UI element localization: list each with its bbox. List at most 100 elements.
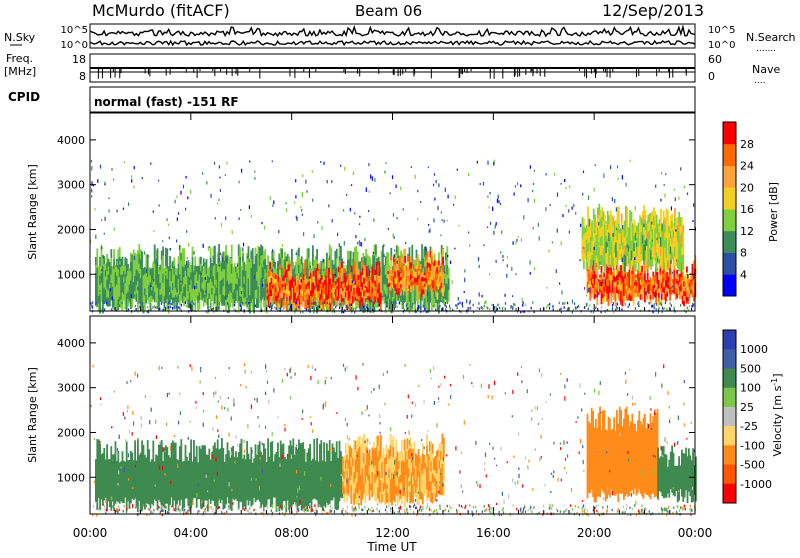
- noise-echo: [142, 177, 143, 179]
- clutter-echo: [497, 308, 498, 311]
- noise-echo: [441, 211, 442, 213]
- heatmap-cell: [641, 294, 643, 300]
- clutter-echo: [651, 305, 652, 308]
- clutter-echo: [195, 306, 196, 309]
- heatmap-cell: [448, 296, 450, 302]
- noise-echo: [361, 262, 362, 267]
- clutter-echo: [469, 302, 470, 305]
- heatmap-cell: [608, 293, 610, 300]
- noise-echo: [405, 242, 406, 244]
- heatmap-cell: [380, 281, 382, 287]
- noise-echo: [684, 186, 685, 189]
- noise-echo: [518, 236, 519, 238]
- noise-echo: [272, 204, 273, 207]
- heatmap-cell: [173, 257, 175, 266]
- heatmap-cell: [341, 275, 343, 282]
- heatmap-cell: [650, 300, 652, 305]
- noise-echo: [383, 244, 384, 247]
- noise-echo: [671, 206, 672, 210]
- noise-echo: [550, 204, 551, 206]
- noise-echo: [634, 257, 635, 260]
- noise-echo: [167, 218, 168, 221]
- station-title: McMurdo (fitACF): [92, 1, 230, 20]
- noise-echo: [594, 247, 595, 250]
- clutter-echo: [601, 306, 602, 309]
- noise-echo: [302, 193, 303, 197]
- noise-echo: [328, 204, 329, 207]
- clutter-echo: [455, 304, 456, 307]
- clutter-echo: [172, 307, 173, 310]
- heatmap-cell: [357, 252, 359, 262]
- noise-echo: [393, 213, 394, 217]
- heatmap-cell: [185, 445, 187, 455]
- noise-echo: [440, 235, 441, 237]
- clutter-echo: [525, 304, 526, 307]
- noise-echo: [455, 195, 456, 199]
- clutter-echo: [186, 305, 187, 308]
- noise-echo: [635, 206, 636, 210]
- clutter-echo: [394, 307, 395, 310]
- noise-echo: [383, 254, 384, 257]
- noise-echo: [294, 201, 295, 203]
- heatmap-cell: [131, 453, 133, 461]
- clutter-echo: [612, 304, 613, 307]
- clutter-echo: [513, 303, 514, 306]
- clutter-echo: [664, 307, 665, 310]
- heatmap-cell: [407, 256, 409, 262]
- clutter-echo: [660, 302, 661, 305]
- noise-echo: [556, 269, 557, 273]
- noise-echo: [219, 177, 220, 179]
- clutter-echo: [173, 303, 174, 306]
- noise-echo: [387, 279, 388, 283]
- clutter-echo: [379, 304, 380, 307]
- clutter-echo: [445, 304, 446, 307]
- heatmap-cell: [122, 451, 124, 460]
- clutter-echo: [103, 302, 104, 305]
- noise-echo: [665, 173, 666, 175]
- noise-echo: [298, 293, 299, 295]
- heatmap-cell: [596, 297, 598, 305]
- heatmap-cell: [682, 255, 684, 263]
- noise-echo: [225, 217, 226, 220]
- noise-echo: [94, 208, 95, 210]
- clutter-echo: [595, 306, 596, 309]
- noise-echo: [528, 198, 529, 202]
- clutter-echo: [311, 302, 312, 305]
- clutter-echo: [169, 301, 170, 304]
- heatmap-cell: [252, 248, 254, 259]
- noise-echo: [442, 219, 443, 221]
- heatmap-cell: [380, 293, 382, 299]
- noise-echo: [317, 221, 318, 223]
- noise-echo: [668, 282, 669, 284]
- heatmap-cell: [689, 297, 691, 301]
- clutter-echo: [346, 305, 347, 308]
- noise-echo: [411, 166, 412, 168]
- noise-echo: [190, 190, 191, 194]
- heatmap-cell: [194, 257, 196, 267]
- noise-echo: [568, 209, 569, 212]
- noise-echo: [169, 292, 170, 295]
- clutter-echo: [234, 301, 235, 304]
- noise-echo: [214, 162, 215, 165]
- clutter-echo: [617, 303, 618, 306]
- noise-echo: [178, 212, 179, 215]
- heatmap-cell: [317, 298, 319, 305]
- heatmap-cell: [626, 207, 628, 217]
- noise-echo: [203, 244, 204, 248]
- clutter-echo: [687, 307, 688, 310]
- noise-echo: [392, 175, 393, 179]
- clutter-echo: [482, 307, 483, 310]
- heatmap-cell: [259, 441, 261, 452]
- heatmap-cell: [682, 225, 684, 233]
- heatmap-cell: [147, 254, 149, 262]
- noise-echo: [602, 243, 603, 245]
- clutter-echo: [158, 303, 159, 306]
- heatmap-cell: [414, 286, 416, 289]
- noise-echo: [114, 228, 115, 231]
- clutter-echo: [628, 306, 629, 309]
- heatmap-cell: [183, 499, 185, 507]
- heatmap-cell: [208, 449, 210, 458]
- noise-echo: [503, 259, 504, 261]
- noise-echo: [355, 235, 356, 238]
- heatmap-cell: [587, 206, 589, 216]
